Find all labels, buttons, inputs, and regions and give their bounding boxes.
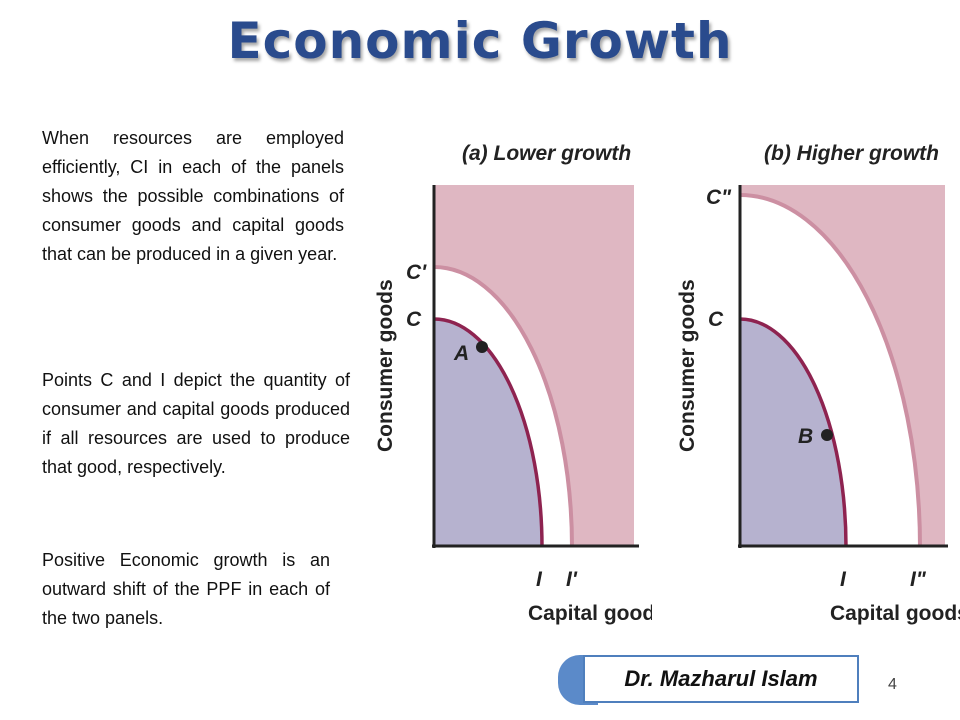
ppf-inner-curve [433,317,544,548]
panel-title: (b) Higher growth [764,142,939,165]
outer-x-label: I' [566,568,578,591]
panel-title: (a) Lower growth [462,142,631,165]
outer-y-label: C' [406,261,427,284]
outer-y-label: C" [706,186,732,209]
point-label: B [798,425,813,448]
panel-lower-growth: (a) Lower growth A C' C I I' Capital goo… [374,142,652,625]
paragraph-points-c-i: Points C and I depict the quantity of co… [42,370,350,477]
inner-production-region [434,319,542,547]
ppf-inner-curve [739,317,848,548]
slide-title: Economic Growth [227,12,733,70]
panel-higher-growth: (b) Higher growth B C" C I I" Capital go… [676,142,960,625]
paragraph-economic-growth: Positive Economic growth is an outward s… [42,550,330,628]
point-label: A [453,342,469,365]
point-a [476,341,488,353]
author-name: Dr. Mazharul Islam [583,655,859,703]
y-axis-title: Consumer goods [676,279,699,452]
inner-x-label: I [840,568,847,591]
inner-y-label: C [406,308,422,331]
x-axis-title: Capital goods [830,602,960,625]
inner-x-label: I [536,568,543,591]
paragraph-ppf-definition: When resources are employed efficiently,… [42,128,344,264]
x-axis-title: Capital goods [528,602,652,625]
inner-production-region [740,319,846,547]
ppf-outer-curve [433,265,574,548]
outer-x-label: I" [910,568,927,591]
inner-y-label: C [708,308,724,331]
page-number: 4 [888,676,897,693]
y-axis-title: Consumer goods [374,279,397,452]
point-b [821,429,833,441]
ppf-outer-curve [739,193,922,548]
